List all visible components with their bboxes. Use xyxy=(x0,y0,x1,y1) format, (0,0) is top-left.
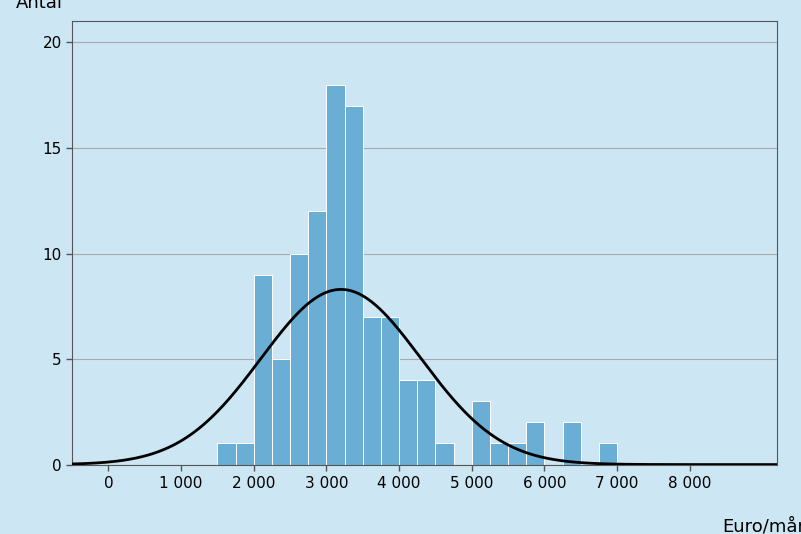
Bar xyxy=(308,211,327,465)
Bar xyxy=(272,359,290,465)
Bar xyxy=(363,317,381,465)
Bar xyxy=(290,254,308,465)
Bar xyxy=(599,443,617,465)
Bar xyxy=(417,380,436,465)
Bar xyxy=(490,443,508,465)
Bar xyxy=(436,443,453,465)
Bar xyxy=(327,85,344,465)
Bar xyxy=(399,380,417,465)
Text: Antal: Antal xyxy=(16,0,62,12)
Bar xyxy=(562,422,581,465)
Bar xyxy=(381,317,399,465)
Bar xyxy=(526,422,545,465)
Bar xyxy=(472,401,490,465)
Bar xyxy=(508,443,526,465)
Bar xyxy=(254,274,272,465)
X-axis label: Euro/månad: Euro/månad xyxy=(723,518,801,534)
Bar xyxy=(217,443,235,465)
Bar xyxy=(344,106,363,465)
Bar xyxy=(235,443,254,465)
